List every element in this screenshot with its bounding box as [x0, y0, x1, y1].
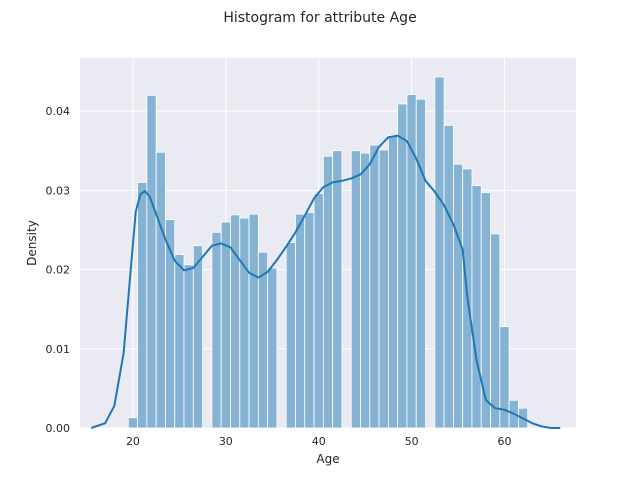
x-tick-label: 30: [219, 435, 233, 448]
histogram-bar: [443, 124, 454, 429]
x-tick-label: 20: [126, 435, 140, 448]
histogram-bar: [267, 267, 278, 429]
histogram-bar: [230, 214, 241, 429]
y-axis-label: Density: [25, 220, 39, 266]
histogram-bar: [220, 221, 231, 429]
histogram-bar: [211, 231, 222, 429]
histogram-bar: [480, 192, 491, 429]
histogram-bar: [397, 103, 408, 429]
histogram-bar: [174, 254, 185, 429]
histogram-bar: [239, 217, 250, 429]
histogram-bar: [452, 163, 464, 429]
chart-title: Histogram for attribute Age: [223, 10, 416, 26]
histogram-bar: [360, 152, 371, 429]
histogram-bar: [285, 242, 296, 429]
histogram-bar: [322, 155, 334, 429]
histogram-bar: [350, 150, 361, 429]
histogram-bar: [387, 135, 399, 429]
histogram-bar: [295, 213, 306, 429]
histogram-bar: [183, 264, 194, 429]
y-tick-label: 0.02: [46, 264, 71, 277]
histogram-bar: [369, 144, 380, 429]
y-tick-label: 0.01: [46, 343, 71, 356]
histogram-bar: [378, 149, 389, 429]
histogram-bar: [146, 94, 157, 429]
y-tick-label: 0.04: [46, 105, 71, 118]
histogram-bar: [304, 212, 315, 429]
histogram-bar: [499, 326, 510, 429]
histogram-bar: [155, 151, 166, 429]
histogram-bar: [434, 76, 445, 429]
histogram-bar: [127, 417, 138, 429]
histogram-bar: [137, 181, 148, 429]
x-tick-label: 60: [497, 435, 511, 448]
x-tick-label: 50: [405, 435, 419, 448]
x-tick-label: 40: [312, 435, 326, 448]
y-tick-label: 0.00: [46, 422, 71, 435]
histogram-bar: [257, 251, 269, 429]
x-axis-label: Age: [316, 452, 339, 466]
histogram-bar: [490, 233, 501, 429]
histogram-bar: [313, 193, 324, 429]
y-tick-label: 0.03: [46, 184, 71, 197]
kde-line: [90, 134, 561, 429]
histogram-bar: [471, 185, 482, 429]
histogram-bar: [332, 150, 343, 429]
histogram-bar: [248, 213, 259, 429]
histogram-bar: [192, 245, 204, 429]
histogram-bar: [415, 98, 426, 429]
